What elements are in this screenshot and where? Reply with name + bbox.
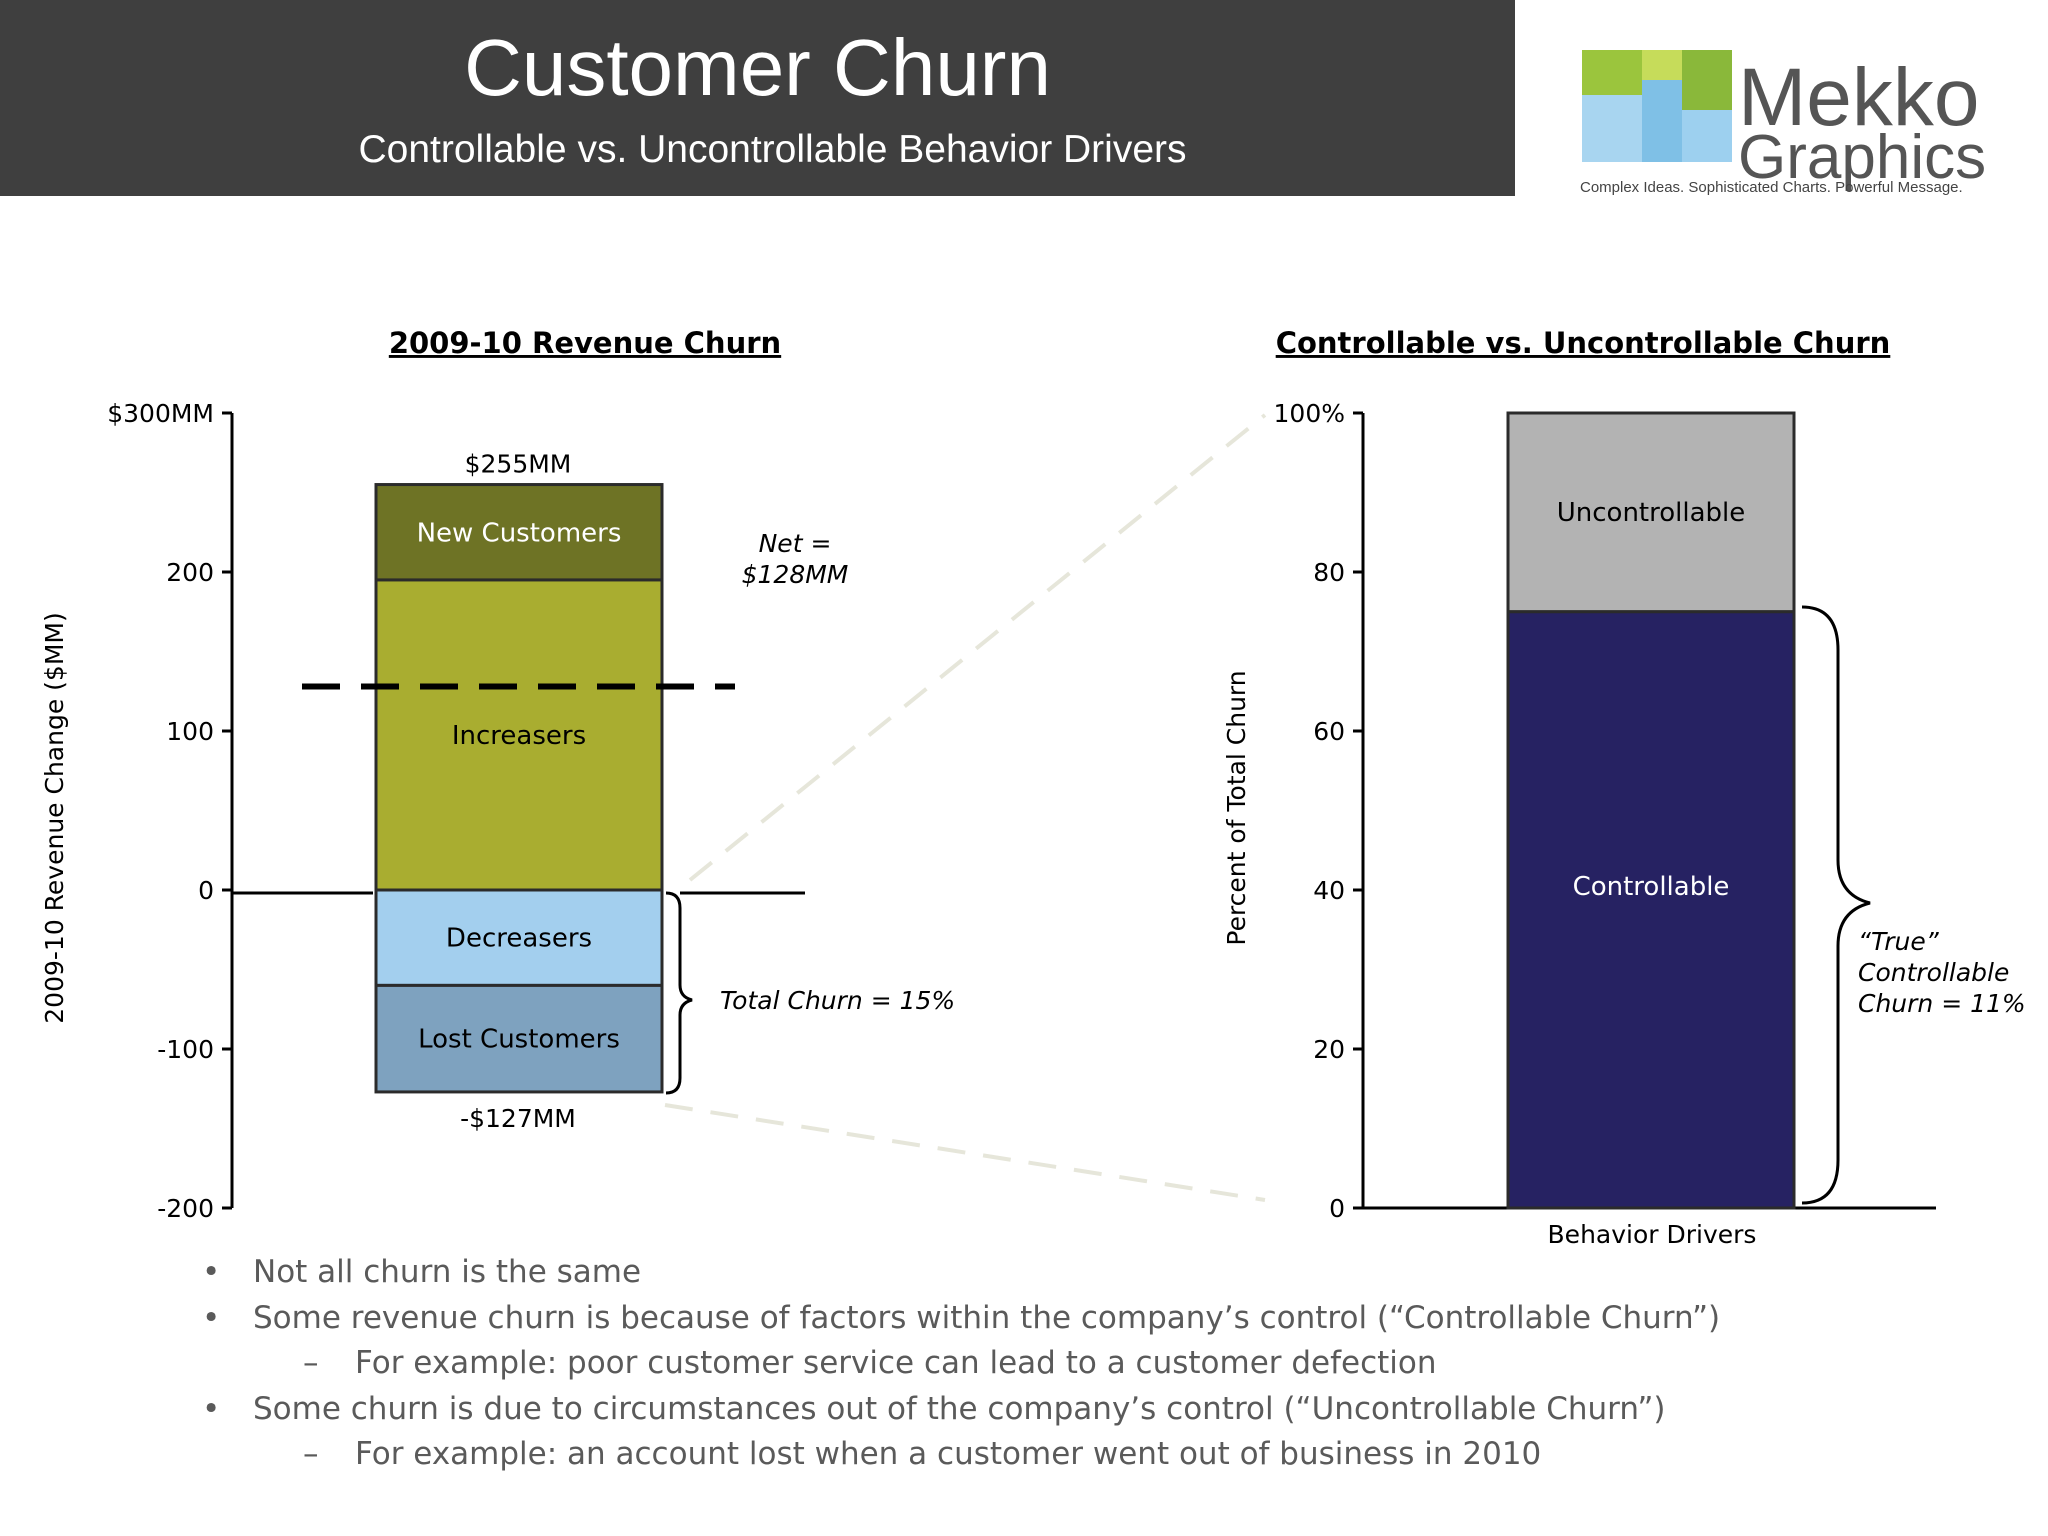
right-y-tick-label: 80 — [1313, 558, 1345, 587]
bar-top-value-label: $255MM — [465, 450, 572, 479]
right-y-tick-label: 60 — [1313, 717, 1345, 746]
connector-line-bottom — [664, 1103, 1266, 1202]
bar-segment-increasers — [374, 578, 664, 892]
true-churn-label-line3: Churn = 11% — [1858, 989, 2026, 1018]
bullet-text: Some revenue churn is because of factors… — [253, 1299, 1721, 1336]
mekko-graphics-logo: Mekko Graphics Complex Ideas. Sophistica… — [1580, 50, 1986, 196]
true-churn-label-line2: Controllable — [1858, 958, 2009, 987]
bullet-marker: • — [202, 1390, 221, 1427]
connector-line-top — [688, 413, 1267, 882]
left-y-axis-label: 2009-10 Revenue Change ($MM) — [40, 612, 69, 1023]
left-y-tick-label: -100 — [157, 1035, 214, 1064]
logo-word-mekko: Mekko — [1738, 52, 1980, 143]
left-y-tick-label: 200 — [166, 558, 214, 587]
bar-segment-new-customers — [374, 483, 664, 582]
segment-label-increasers: Increasers — [452, 721, 586, 751]
net-label-line2: $128MM — [742, 560, 849, 589]
title-banner: Customer Churn Controllable vs. Uncontro… — [0, 0, 1515, 196]
left-y-tick-label: 100 — [166, 717, 214, 746]
segment-label-controllable: Controllable — [1573, 872, 1730, 902]
right-y-tick-label: 100% — [1274, 399, 1345, 428]
left-y-tick-label: $300MM — [107, 399, 214, 428]
bullet-item: – For example: poor customer service can … — [190, 1341, 2010, 1387]
bullet-marker: – — [303, 1345, 319, 1381]
logo-word-graphics: Graphics — [1738, 123, 1986, 192]
logo-tagline: Complex Ideas. Sophisticated Charts. Pow… — [1580, 179, 1963, 196]
slide-title: Customer Churn — [464, 23, 1051, 112]
right-x-axis-label: Behavior Drivers — [1548, 1220, 1757, 1249]
bar-segment-lost-customers — [374, 983, 664, 1094]
bullet-marker: • — [202, 1254, 221, 1290]
bullet-list: • Not all churn is the same • Some revenue … — [190, 1250, 2010, 1478]
segment-label-uncontrollable: Uncontrollable — [1557, 498, 1746, 528]
bullet-item: • Some revenue churn is because of factor… — [190, 1296, 2010, 1342]
bar-bottom-value-label: -$127MM — [460, 1104, 576, 1133]
bullet-marker: – — [303, 1436, 319, 1472]
right-y-tick-label: 20 — [1313, 1035, 1345, 1064]
segment-label-decreasers: Decreasers — [446, 924, 592, 954]
slide-subtitle: Controllable vs. Uncontrollable Behavior… — [358, 128, 1187, 171]
net-label-line1: Net = — [759, 529, 832, 558]
right-chart-title: Controllable vs. Uncontrollable Churn — [1276, 326, 1891, 360]
bullet-text: Some churn is due to circumstances out o… — [253, 1390, 1666, 1427]
bullet-text: Not all churn is the same — [253, 1254, 642, 1290]
bullet-text: For example: poor customer service can l… — [355, 1345, 1437, 1381]
bullet-text: For example: an account lost when a cust… — [355, 1436, 1542, 1472]
total-churn-label: Total Churn = 15% — [720, 986, 955, 1015]
true-churn-label-line1: “True” — [1858, 927, 1940, 956]
bullet-item: • Some churn is due to circumstances out … — [190, 1387, 2010, 1433]
segment-label-new-customers: New Customers — [417, 518, 622, 548]
left-y-tick-label: 0 — [198, 876, 214, 905]
bullet-marker: • — [202, 1299, 221, 1336]
right-y-tick-label: 0 — [1329, 1194, 1345, 1223]
bullet-item: • Not all churn is the same — [190, 1250, 2010, 1296]
left-y-tick-label: -200 — [157, 1194, 214, 1223]
segment-label-lost-customers: Lost Customers — [418, 1025, 620, 1055]
bullet-item: – For example: an account lost when a cus… — [190, 1432, 2010, 1478]
right-y-tick-label: 40 — [1313, 876, 1345, 905]
left-chart-title: 2009-10 Revenue Churn — [389, 326, 781, 360]
churn-charts: 2009-10 Revenue Churn 2009-10 Revenue Ch… — [40, 326, 2026, 1249]
true-churn-brace — [1801, 605, 1871, 1205]
total-churn-brace — [665, 891, 693, 1095]
right-y-axis-label: Percent of Total Churn — [1222, 670, 1251, 945]
bar-segment-controllable — [1506, 610, 1796, 1210]
